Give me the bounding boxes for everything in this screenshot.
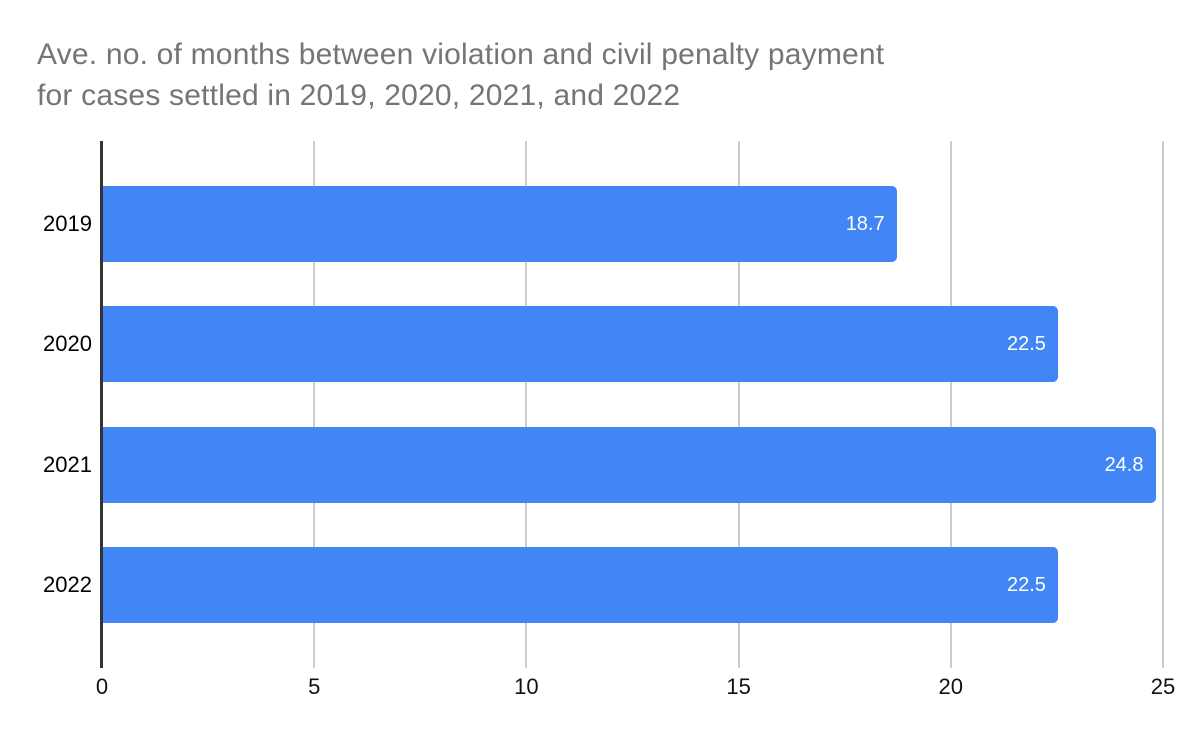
bar-2021: 24.8 <box>103 426 1156 503</box>
category-label-2022: 2022 <box>43 572 92 598</box>
chart-title-line-1: Ave. no. of months between violation and… <box>37 38 885 71</box>
category-label-2019: 2019 <box>43 210 92 236</box>
x-tick-label-15: 15 <box>726 674 751 699</box>
x-tick-label-0: 0 <box>95 674 109 699</box>
bar-2019: 18.7 <box>103 185 897 262</box>
bar-2022: 22.5 <box>103 547 1058 624</box>
y-axis-baseline <box>100 141 103 668</box>
gridline-x-5 <box>313 141 316 668</box>
plot-area: 18.7 22.5 24.8 22.5 <box>100 141 1164 668</box>
x-tick-label-5: 5 <box>308 674 321 699</box>
gridline-x-10 <box>525 141 528 668</box>
chart-title: Ave. no. of months between violation and… <box>37 34 1177 116</box>
category-label-2021: 2021 <box>43 451 92 477</box>
x-tick-label-10: 10 <box>514 674 539 699</box>
x-tick-label-25: 25 <box>1150 674 1176 699</box>
gridline-x-25 <box>1162 141 1164 668</box>
gridline-x-20 <box>949 141 952 668</box>
chart-title-line-2: for cases settled in 2019, 2020, 2021, a… <box>37 79 681 112</box>
x-tick-label-20: 20 <box>938 674 964 699</box>
category-label-2020: 2020 <box>43 331 92 357</box>
bar-2020: 22.5 <box>103 306 1058 383</box>
bar-value-label-2021: 24.8 <box>1104 453 1144 476</box>
bar-value-label-2019: 18.7 <box>845 212 885 235</box>
bar-value-label-2020: 22.5 <box>1006 333 1046 356</box>
bar-value-label-2022: 22.5 <box>1006 574 1046 597</box>
gridline-x-15 <box>737 141 740 668</box>
